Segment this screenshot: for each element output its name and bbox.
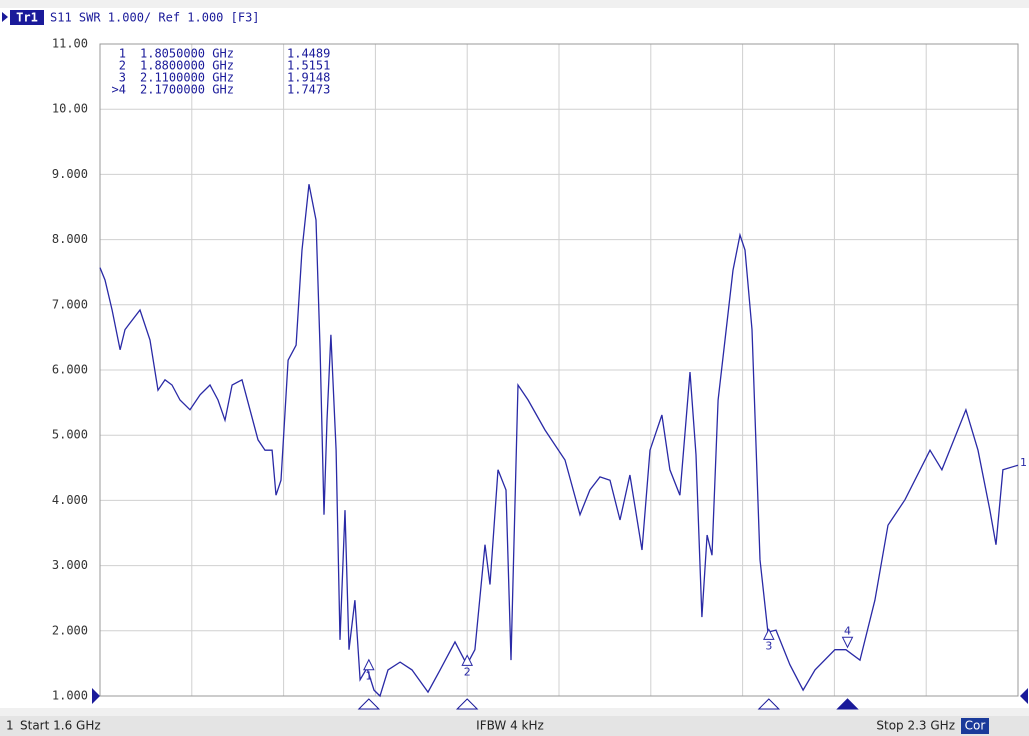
marker-table-value: 1.7473: [287, 83, 330, 97]
ref-marker-right: [1020, 688, 1028, 704]
marker-number: 1: [365, 670, 372, 683]
status-bar: [0, 716, 1029, 736]
ifbw: IFBW 4 kHz: [476, 719, 544, 733]
marker-axis-triangle: [757, 698, 781, 710]
marker-table-value: 1.9148: [287, 71, 330, 85]
cor-badge: [961, 718, 989, 734]
marker-table-value: 1.5151: [287, 59, 330, 73]
marker-number: 2: [464, 665, 471, 678]
marker-triangle: [763, 628, 775, 640]
plot-background: [0, 8, 1029, 708]
y-tick-label: 9.000: [52, 167, 88, 181]
marker-triangle: [841, 636, 854, 649]
y-tick-label: 5.000: [52, 428, 88, 442]
stop-freq: Stop 2.3 GHz: [876, 719, 955, 733]
trace: [99, 184, 1019, 698]
marker-triangle: [461, 654, 474, 666]
trace-badge: [10, 10, 44, 25]
y-tick-label: 7.000: [52, 297, 88, 311]
y-tick-label: 6.000: [52, 363, 88, 377]
ref-marker: [92, 688, 100, 704]
marker-triangle: [363, 658, 375, 671]
marker-table-name: >4: [112, 83, 126, 97]
y-tick-label: 3.000: [52, 558, 88, 572]
start-freq: Start 1.6 GHz: [20, 719, 101, 733]
marker-table-freq: 1.8800000 GHz: [140, 59, 234, 73]
marker-table-value: 1.4489: [287, 47, 330, 61]
marker-table-freq: 1.8050000 GHz: [140, 47, 234, 61]
y-tick-label: 2.000: [52, 623, 88, 637]
y-tick-label: 10.00: [52, 102, 88, 116]
y-tick-label: 1.000: [52, 689, 88, 703]
marker-table-freq: 2.1100000 GHz: [140, 71, 234, 85]
marker-number: 4: [844, 624, 851, 637]
y-tick-label: 4.000: [52, 493, 88, 507]
marker-table-name: 1: [119, 47, 126, 61]
cor[interactable]: Cor: [965, 719, 986, 733]
y-tick-label: 11.00: [52, 37, 88, 51]
marker-axis-triangle: [455, 698, 479, 710]
marker-table-name: 2: [119, 59, 126, 73]
trace-header: S11 SWR 1.000/ Ref 1.000 [F3]: [50, 11, 260, 25]
marker-axis-triangle: [836, 698, 859, 710]
plot-border: [99, 43, 1019, 697]
marker-table-freq: 2.1700000 GHz: [140, 83, 234, 97]
trace-end-label: 1: [1020, 456, 1027, 469]
trace-arrow: [2, 12, 8, 22]
y-tick-label: 8.000: [52, 232, 88, 246]
marker-table-name: 3: [119, 71, 126, 85]
marker-axis-triangle: [357, 698, 381, 710]
channel: 1: [6, 719, 14, 733]
trace-name[interactable]: Tr1: [16, 11, 38, 25]
marker-number: 3: [765, 639, 772, 652]
